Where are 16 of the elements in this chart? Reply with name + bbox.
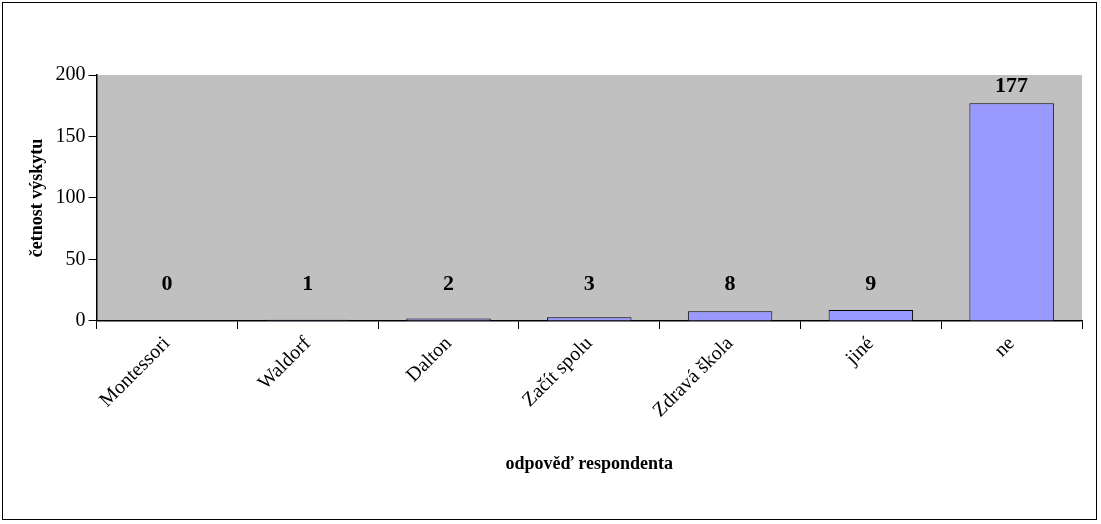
data-label: 3 [583, 269, 595, 295]
y-tick-label: 100 [55, 185, 86, 208]
y-axis-title: četnost výskytu [26, 138, 47, 258]
data-label: 2 [443, 269, 455, 295]
data-label: 0 [161, 269, 173, 295]
y-tick-label: 150 [55, 123, 86, 146]
x-axis-title: odpověď respondenta [505, 452, 673, 473]
y-tick-label: 50 [65, 246, 86, 269]
y-tick-label: 0 [75, 308, 86, 331]
data-label: 8 [724, 269, 736, 295]
data-label: 177 [995, 71, 1029, 97]
data-label: 9 [865, 269, 877, 295]
data-label: 1 [302, 269, 314, 295]
y-tick-label: 200 [55, 62, 86, 85]
x-tick-label: jiné [839, 331, 879, 370]
x-tick-label: ne [989, 331, 1019, 361]
